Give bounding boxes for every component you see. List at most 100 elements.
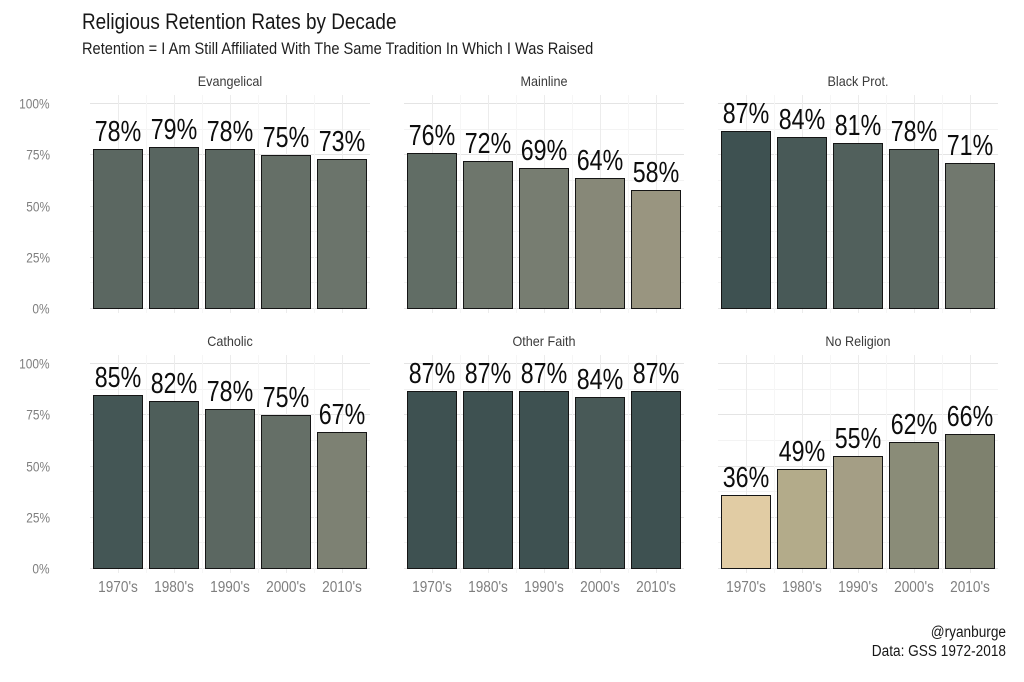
minor-vertical-gridline [942,355,943,573]
bar [406,153,458,309]
minor-vertical-gridline [516,355,517,573]
minor-vertical-gridline [258,355,259,573]
x-axis-tick-label: 1970's [412,579,452,596]
bar-value-label: 84% [576,363,624,396]
facet-title-black-prot: Black Prot. [827,73,889,89]
bar-value-label: 49% [778,435,826,468]
x-axis-tick-label: 1980's [154,579,194,596]
facet-title-other-faith: Other Faith [512,333,576,349]
bar-value-label: 69% [520,134,568,167]
bar [944,433,996,569]
bar-slot: 71% [942,104,998,309]
minor-vertical-gridline [314,95,315,313]
bar [260,415,312,569]
y-axis-tick-label: 50% [26,199,50,214]
bar [630,190,682,309]
bar-value-label: 87% [464,357,512,390]
x-axis-tick-label: 2010's [636,579,676,596]
x-axis-tick-label: 1990's [524,579,564,596]
bar-slot: 79% [146,104,202,309]
minor-vertical-gridline [886,355,887,573]
bar-slot: 76% [404,104,460,309]
bar [832,456,884,569]
bar-value-label: 81% [834,109,882,142]
x-axis-ticks-catholic: 1970's 1980's 1990's 2000's 2010's [90,573,370,601]
bar [518,390,570,569]
y-axis-tick-label: 100% [19,96,50,112]
y-axis-ticks: 100% 75% 50% 25% 0% [0,95,56,317]
plot-area-mainline: 76% 72% 69% 64% 58% [404,95,684,313]
plot-area-evangelical: 78% 79% 78% 75% 73% [90,95,370,313]
bar-slot: 75% [258,364,314,569]
bar-slot: 64% [572,104,628,309]
major-vertical-gridline [746,355,747,573]
facet-grid: Evangelical Mainline Black Prot. 100% 75%… [0,63,1024,601]
y-axis-spacer [0,573,56,601]
facet-title-catholic: Catholic [207,333,253,349]
bar-value-label: 79% [150,114,198,147]
bar-slot: 36% [718,364,774,569]
major-vertical-gridline [802,355,803,573]
bar-value-label: 66% [946,400,994,433]
bar-value-label: 75% [262,382,310,415]
bar-slot: 62% [886,364,942,569]
bar [462,390,514,569]
bar-slot: 66% [942,364,998,569]
facet-plots-row-1: 100% 75% 50% 25% 0% 78% 79% 78% 75% 73% 76% 72% 69… [0,95,1024,317]
x-axis-tick-label: 1990's [210,579,250,596]
bar-value-label: 64% [576,144,624,177]
bar [630,390,682,569]
bar [260,155,312,309]
bar-slot: 84% [572,364,628,569]
facet-title-evangelical: Evangelical [197,73,263,89]
bar-slot: 87% [404,359,460,569]
minor-vertical-gridline [314,355,315,573]
bar [406,390,458,569]
minor-vertical-gridline [830,355,831,573]
minor-vertical-gridline [830,95,831,313]
minor-vertical-gridline [202,355,203,573]
bar-value-label: 75% [262,122,310,155]
x-axis-tick-label: 2010's [950,579,990,596]
facet-title-mainline: Mainline [520,73,568,89]
bar [776,136,828,309]
bar-slot: 72% [460,104,516,309]
bar [462,161,514,309]
bar-slot: 84% [774,104,830,309]
bar-slot: 78% [202,364,258,569]
bar-slot: 82% [146,364,202,569]
bar-value-label: 78% [206,116,254,149]
bar-value-label: 76% [408,120,456,153]
plot-area-black-prot: 87% 84% 81% 78% 71% [718,95,998,313]
bar-slot: 58% [628,104,684,309]
bar-value-label: 73% [318,126,366,159]
bar-value-label: 87% [408,357,456,390]
minor-vertical-gridline [460,355,461,573]
minor-vertical-gridline [942,95,943,313]
x-axis-tick-label: 2000's [266,579,306,596]
y-axis-tick-label: 25% [26,250,50,266]
plot-area-catholic: 85% 82% 78% 75% 67% [90,355,370,573]
bar [832,142,884,309]
bar-value-label: 67% [318,398,366,431]
y-axis-tick-label: 50% [26,459,50,474]
bar-value-label: 62% [890,408,938,441]
bar-slot: 78% [886,104,942,309]
bar-value-label: 55% [834,423,882,456]
page-title: Religious Retention Rates by Decade [82,9,397,34]
y-axis-tick-label: 75% [26,147,50,163]
bar-slot: 87% [460,359,516,569]
minor-vertical-gridline [774,355,775,573]
minor-vertical-gridline [572,355,573,573]
bar-slot: 78% [202,104,258,309]
bar-value-label: 84% [778,103,826,136]
x-axis-ticks-other-faith: 1970's 1980's 1990's 2000's 2010's [404,573,684,601]
x-axis-tick-label: 1970's [98,579,138,596]
bar-slot: 85% [90,363,146,569]
y-axis-tick-label: 0% [32,561,50,577]
y-axis-tick-label: 0% [32,301,50,317]
bar-value-label: 78% [94,116,142,149]
x-axis-tick-label: 1990's [838,579,878,596]
chart-header: Religious Retention Rates by Decade Rete… [0,0,1024,61]
